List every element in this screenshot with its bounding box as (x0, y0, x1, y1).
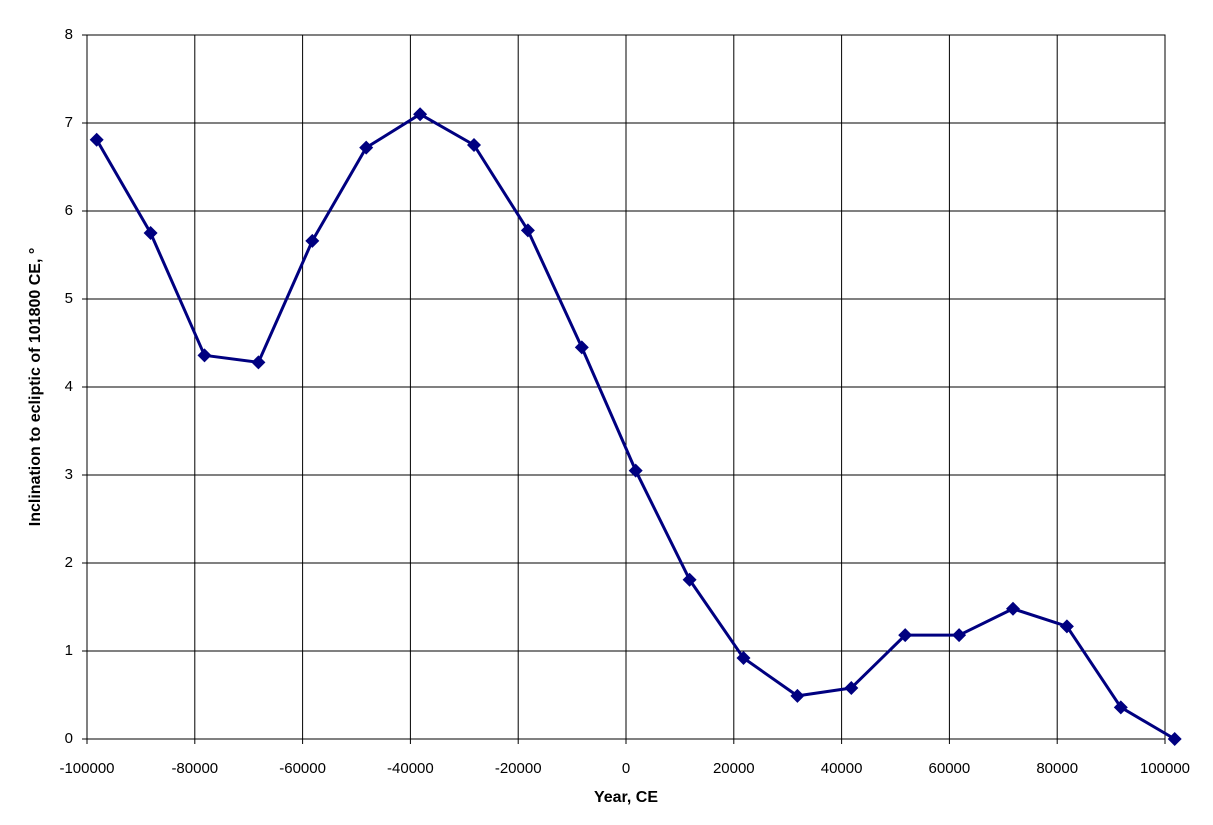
x-tick-label: 100000 (1140, 760, 1190, 777)
data-marker (467, 138, 482, 152)
x-tick-label: 80000 (1036, 760, 1078, 777)
data-marker (898, 628, 913, 643)
data-marker (736, 651, 751, 666)
data-marker (844, 680, 859, 695)
y-tick-label: 3 (65, 466, 73, 483)
data-marker (682, 572, 697, 587)
data-marker (251, 355, 266, 370)
y-tick-label: 6 (65, 202, 73, 219)
x-axis-title: Year, CE (594, 789, 658, 806)
x-tick-label: -40000 (387, 760, 434, 777)
data-marker (952, 628, 967, 643)
x-tick-label: -80000 (171, 760, 218, 777)
data-marker (1006, 601, 1021, 616)
data-marker (197, 348, 212, 363)
x-tick-label: -20000 (495, 760, 542, 777)
x-tick-label: -60000 (279, 760, 326, 777)
data-marker (1167, 732, 1182, 746)
y-tick-label: 4 (65, 378, 73, 395)
x-tick-label: 40000 (821, 760, 863, 777)
data-marker (89, 132, 104, 147)
x-tick-label: -100000 (59, 760, 114, 777)
y-tick-label: 2 (65, 554, 73, 571)
data-line (95, 112, 1176, 741)
data-marker (305, 233, 320, 248)
data-marker (413, 107, 428, 122)
x-tick-label: 60000 (929, 760, 971, 777)
y-tick-label: 8 (65, 26, 73, 43)
data-marker (359, 140, 374, 155)
y-axis-title: Inclination to ecliptic of 101800 CE, ° (27, 248, 44, 526)
y-tick-label: 5 (65, 290, 73, 307)
y-tick-label: 1 (65, 642, 73, 659)
y-tick-label: 7 (65, 114, 73, 131)
data-marker (1059, 619, 1074, 634)
data-marker (790, 688, 805, 703)
data-marker (143, 226, 158, 240)
data-marker (1113, 700, 1128, 715)
plot-border (86, 34, 1166, 740)
y-tick-label: 0 (65, 730, 73, 747)
data-marker (520, 223, 535, 238)
data-marker (574, 340, 589, 355)
x-tick-label: 20000 (713, 760, 755, 777)
data-marker (628, 463, 643, 478)
x-tick-label: 0 (622, 760, 630, 777)
